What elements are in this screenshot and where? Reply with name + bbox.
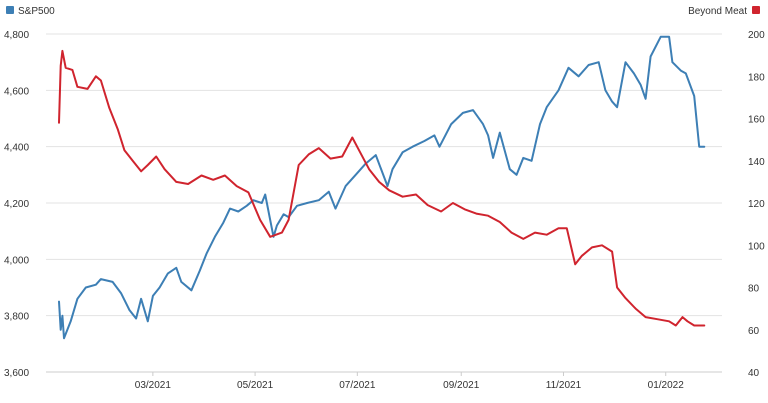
right-tick-label: 60 xyxy=(748,326,760,337)
right-tick-label: 200 xyxy=(748,30,765,41)
right-tick-label: 120 xyxy=(748,199,765,210)
right-tick-label: 140 xyxy=(748,157,765,168)
legend: S&P500 Beyond Meat xyxy=(6,6,760,17)
x-tick-label: 03/2021 xyxy=(135,380,172,391)
x-axis: 03/2021 05/2021 07/2021 09/2021 11/2021 01/20… xyxy=(46,371,722,391)
left-tick-label: 4,200 xyxy=(4,199,29,210)
right-tick-label: 100 xyxy=(748,241,765,252)
legend-swatch-beyond-meat xyxy=(752,6,760,14)
left-tick-label: 4,000 xyxy=(4,255,29,266)
x-tick-label: 05/2021 xyxy=(237,380,274,391)
right-tick-label: 80 xyxy=(748,284,760,295)
right-tick-label: 40 xyxy=(748,368,760,379)
gridlines xyxy=(46,33,722,373)
legend-swatch-sp500 xyxy=(6,6,14,14)
legend-label-sp500: S&P500 xyxy=(18,6,55,17)
series-line-beyond-meat[interactable] xyxy=(58,49,706,327)
x-tick-label: 11/2021 xyxy=(546,380,582,391)
legend-item-sp500[interactable]: S&P500 xyxy=(6,6,55,17)
legend-label-beyond-meat: Beyond Meat xyxy=(688,6,747,17)
left-tick-label: 4,800 xyxy=(4,30,29,41)
right-tick-label: 180 xyxy=(748,72,765,83)
left-y-axis: 3,600 3,800 4,000 4,200 4,400 4,600 4,800 xyxy=(4,30,29,379)
left-tick-label: 3,600 xyxy=(4,368,29,379)
series-line-sp500[interactable] xyxy=(58,35,706,340)
right-y-axis: 40 60 80 100 120 140 160 180 200 xyxy=(748,30,765,379)
left-tick-label: 3,800 xyxy=(4,312,29,323)
x-tick-label: 01/2022 xyxy=(648,380,685,391)
left-tick-label: 4,400 xyxy=(4,143,29,154)
x-tick-label: 07/2021 xyxy=(339,380,376,391)
legend-item-beyond-meat[interactable]: Beyond Meat xyxy=(688,6,760,17)
right-tick-label: 160 xyxy=(748,115,765,126)
left-tick-label: 4,600 xyxy=(4,86,29,97)
series-layer xyxy=(58,35,706,340)
x-tick-label: 09/2021 xyxy=(443,380,480,391)
